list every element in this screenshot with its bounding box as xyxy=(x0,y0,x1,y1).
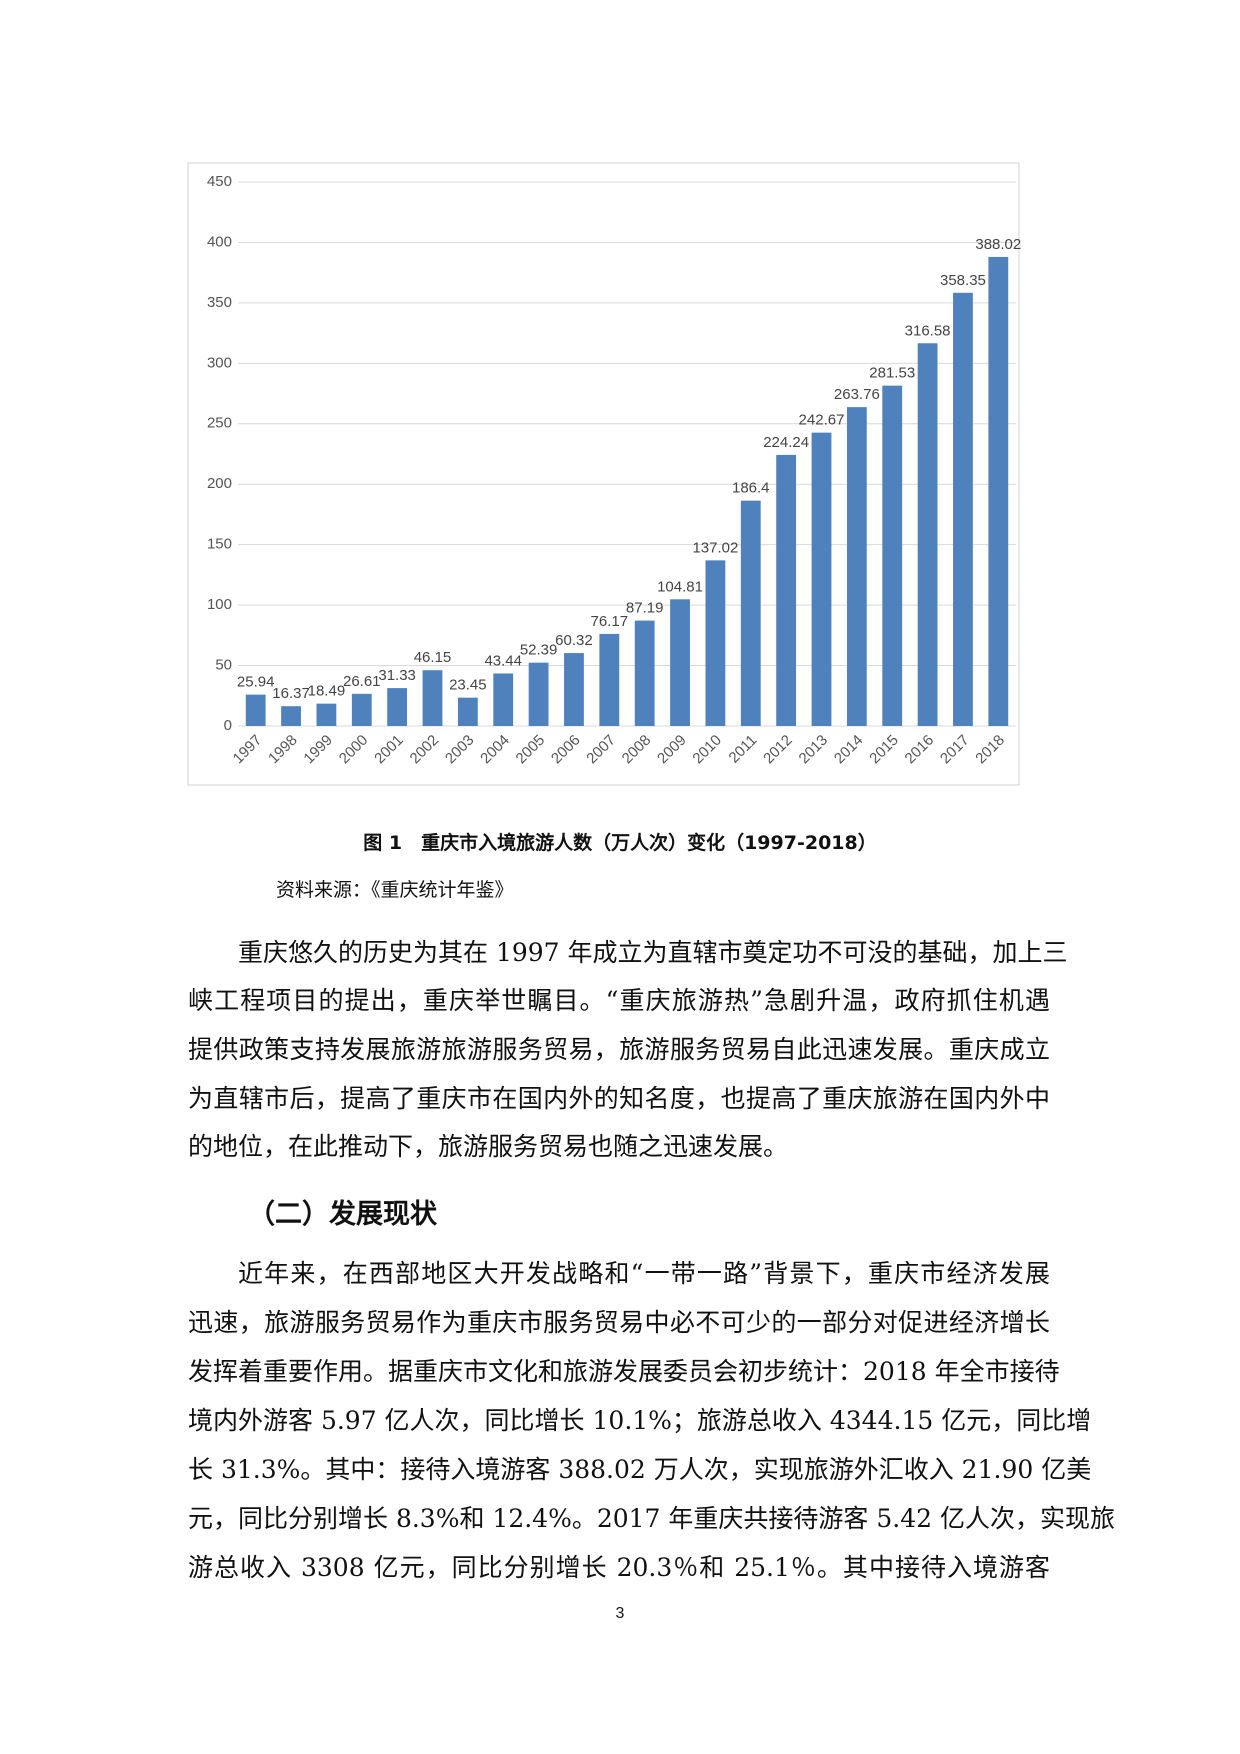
text-line: 的地位，在此推动下，旅游服务贸易也随之迅速发展。 xyxy=(188,1132,789,1161)
x-tick-label: 2006 xyxy=(548,732,584,768)
bar xyxy=(776,454,797,726)
data-label: 46.15 xyxy=(414,649,452,666)
bar xyxy=(846,407,867,726)
text-line: 境内外游客 5.97 亿人次，同比增长 10.1%；旅游总收入 4344.15 … xyxy=(188,1406,1092,1435)
x-tick-label: 2016 xyxy=(902,732,938,768)
data-label: 31.33 xyxy=(378,667,416,684)
y-tick-label: 150 xyxy=(207,536,232,553)
x-tick-label: 2004 xyxy=(477,732,513,768)
x-tick-label: 2015 xyxy=(866,732,902,768)
x-tick-label: 2010 xyxy=(689,732,725,768)
bar xyxy=(705,560,726,726)
data-label: 52.39 xyxy=(520,642,558,659)
data-label: 224.24 xyxy=(763,434,809,451)
chart-frame xyxy=(187,162,1020,786)
y-tick-label: 250 xyxy=(207,415,232,432)
x-tick-label: 1998 xyxy=(265,732,301,768)
bar xyxy=(422,670,443,726)
page-number: 3 xyxy=(615,1605,625,1622)
bar xyxy=(387,688,408,726)
x-tick-label: 2014 xyxy=(831,732,867,768)
x-tick-label: 2005 xyxy=(513,732,549,768)
text-line: 元，同比分别增长 8.3%和 12.4%。2017 年重庆共接待游客 5.42 … xyxy=(188,1504,1115,1533)
data-label: 87.19 xyxy=(626,600,664,617)
x-tick-label: 2013 xyxy=(796,732,832,768)
x-tick-label: 2001 xyxy=(371,732,407,768)
y-tick-label: 100 xyxy=(207,596,232,613)
data-label: 358.35 xyxy=(940,272,986,289)
bar xyxy=(351,693,372,726)
data-label: 186.4 xyxy=(732,480,770,497)
data-label: 76.17 xyxy=(591,613,629,630)
data-label: 26.61 xyxy=(343,673,381,690)
text-line: 为直辖市后，提高了重庆市在国内外的知名度，也提高了重庆旅游在国内外中 xyxy=(188,1084,1050,1113)
text-line: 游总收入 3308 亿元，同比分别增长 20.3％和 25.1％。其中接待入境游… xyxy=(188,1553,1050,1582)
data-label: 25.94 xyxy=(237,674,275,691)
data-label: 104.81 xyxy=(657,578,703,595)
x-tick-label: 2012 xyxy=(760,732,796,768)
x-tick-label: 2009 xyxy=(654,732,690,768)
data-label: 137.02 xyxy=(692,539,738,556)
bar xyxy=(493,673,514,726)
bar xyxy=(599,633,620,726)
x-tick-label: 2007 xyxy=(583,732,619,768)
x-tick-label: 2017 xyxy=(937,732,973,768)
data-label: 16.37 xyxy=(272,685,310,702)
bar xyxy=(316,703,337,726)
bar xyxy=(634,620,655,726)
source-note: 资料来源：《重庆统计年鉴》 xyxy=(276,879,514,901)
data-label: 281.53 xyxy=(869,365,915,382)
text-line: 峡工程项目的提出，重庆举世瞩目。“重庆旅游热”急剧升温，政府抓住机遇 xyxy=(188,986,1050,1015)
data-label: 242.67 xyxy=(799,412,845,429)
text-line: 提供政策支持发展旅游旅游服务贸易，旅游服务贸易自此迅速发展。重庆成立 xyxy=(188,1035,1050,1064)
x-tick-label: 2003 xyxy=(442,732,478,768)
bar xyxy=(917,343,938,726)
data-label: 388.02 xyxy=(975,236,1021,253)
data-label: 23.45 xyxy=(449,677,487,694)
bar xyxy=(811,432,832,726)
y-tick-label: 350 xyxy=(207,294,232,311)
x-tick-label: 2011 xyxy=(726,732,761,767)
bar xyxy=(882,385,903,726)
data-label: 316.58 xyxy=(905,322,951,339)
x-tick-label: 2000 xyxy=(336,732,372,768)
section-heading: （二）发展现状 xyxy=(248,1199,437,1230)
y-tick-label: 450 xyxy=(207,173,232,190)
text-line: 发挥着重要作用。据重庆市文化和旅游发展委员会初步统计：2018 年全市接待 xyxy=(188,1357,1060,1386)
bar xyxy=(281,706,301,726)
chart: 0 50 100 150 200 250 300 350 400 450 1997 25.94 1998… xyxy=(187,162,1021,786)
x-tick-label: 1999 xyxy=(300,732,336,768)
bar xyxy=(457,697,478,726)
text-line: 重庆悠久的历史为其在 1997 年成立为直辖市奠定功不可没的基础，加上三 xyxy=(238,938,1068,967)
y-tick-label: 300 xyxy=(207,354,232,371)
data-label: 60.32 xyxy=(555,632,593,649)
bar xyxy=(245,694,266,726)
bar xyxy=(564,653,584,726)
text-line: 近年来，在西部地区大开发战略和“一带一路”背景下，重庆市经济发展 xyxy=(238,1259,1050,1288)
y-tick-label: 50 xyxy=(215,657,232,674)
x-tick-label: 1997 xyxy=(230,732,266,768)
bar xyxy=(988,256,1009,726)
figure-caption: 图 1 重庆市入境旅游人数（万人次）变化（1997-2018） xyxy=(363,832,877,854)
y-tick-label: 0 xyxy=(224,717,232,734)
data-label: 43.44 xyxy=(484,652,522,669)
x-tick-label: 2008 xyxy=(619,732,655,768)
data-label: 18.49 xyxy=(308,683,346,700)
bar xyxy=(740,500,761,726)
y-tick-label: 400 xyxy=(207,233,232,250)
y-tick-label: 200 xyxy=(207,475,232,492)
x-tick-label: 2002 xyxy=(407,732,443,768)
bar xyxy=(528,662,549,726)
x-tick-label: 2018 xyxy=(972,732,1008,768)
bar xyxy=(670,599,690,726)
bar xyxy=(953,292,973,726)
data-label: 263.76 xyxy=(834,386,880,403)
text-line: 长 31.3%。其中：接待入境游客 388.02 万人次，实现旅游外汇收入 21… xyxy=(188,1455,1092,1484)
text-line: 迅速，旅游服务贸易作为重庆市服务贸易中必不可少的一部分对促进经济增长 xyxy=(188,1308,1050,1337)
